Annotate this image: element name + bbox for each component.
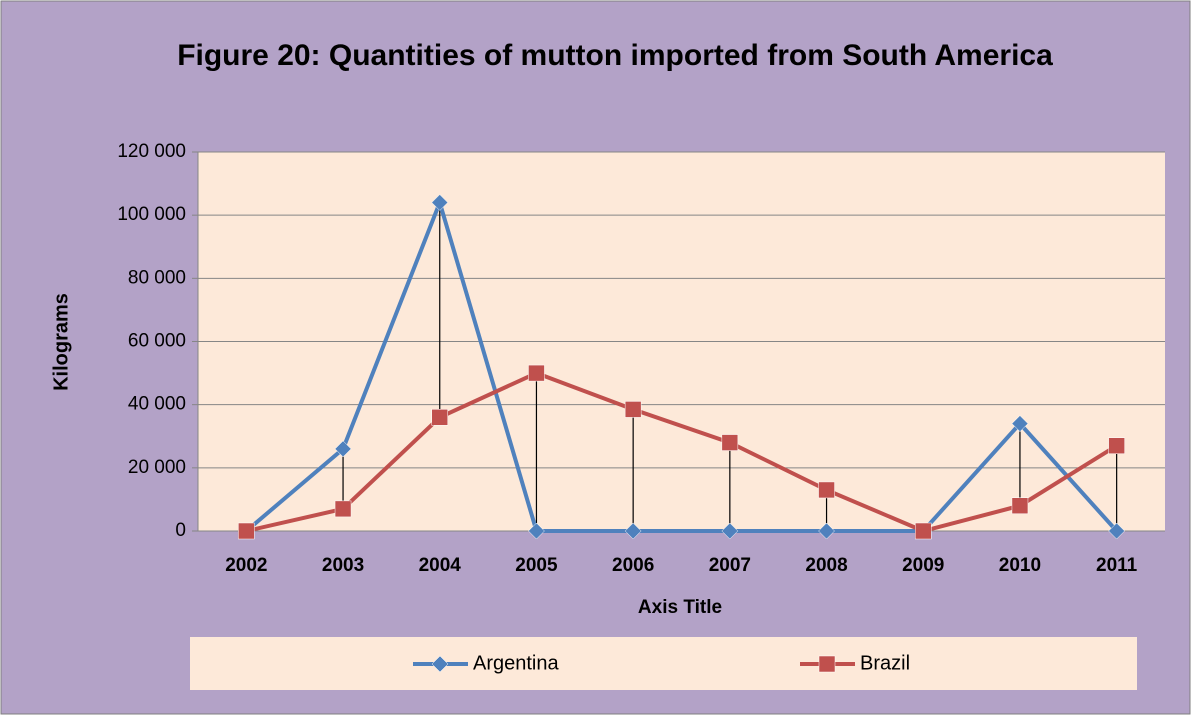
marker [624, 522, 642, 540]
marker [721, 522, 739, 540]
x-tick-label: 2003 [322, 555, 364, 576]
marker [915, 522, 932, 540]
y-tick-label: 40 000 [128, 394, 186, 415]
legend-label: Argentina [473, 652, 559, 674]
chart-title: Figure 20: Quantities of mutton imported… [177, 39, 1053, 72]
y-tick-label: 100 000 [117, 204, 186, 225]
x-axis-title: Axis Title [638, 597, 722, 618]
marker [818, 522, 835, 540]
marker [528, 364, 545, 382]
y-axis-title: Kilograms [50, 293, 72, 391]
x-tick-label: 2010 [999, 555, 1041, 576]
marker [528, 522, 545, 540]
legend-box [190, 637, 1137, 690]
x-tick-label: 2002 [225, 555, 267, 576]
x-tick-label: 2007 [709, 555, 751, 576]
marker [1011, 415, 1029, 432]
legend-label: Brazil [860, 652, 910, 674]
marker [238, 522, 255, 540]
marker [334, 440, 352, 458]
x-tick-label: 2009 [902, 555, 944, 576]
y-tick-label: 120 000 [117, 141, 186, 162]
marker [818, 655, 836, 673]
x-tick-label: 2005 [515, 555, 558, 576]
marker [624, 401, 642, 418]
marker [1108, 522, 1126, 540]
marker [1108, 437, 1125, 454]
y-tick-label: 0 [175, 520, 186, 541]
marker [431, 194, 449, 211]
marker [818, 481, 835, 499]
marker [721, 434, 739, 451]
x-tick-label: 2008 [805, 555, 847, 576]
marker [431, 409, 448, 426]
y-tick-label: 60 000 [128, 331, 186, 352]
marker [334, 500, 352, 518]
marker [431, 655, 449, 673]
x-tick-label: 2011 [1096, 555, 1138, 576]
y-tick-label: 20 000 [128, 457, 186, 478]
series-line [245, 196, 1119, 533]
series-line [245, 370, 1118, 534]
x-tick-label: 2006 [612, 555, 654, 576]
y-tick-label: 80 000 [128, 267, 186, 288]
x-tick-label: 2004 [419, 555, 462, 576]
marker [1011, 497, 1029, 514]
